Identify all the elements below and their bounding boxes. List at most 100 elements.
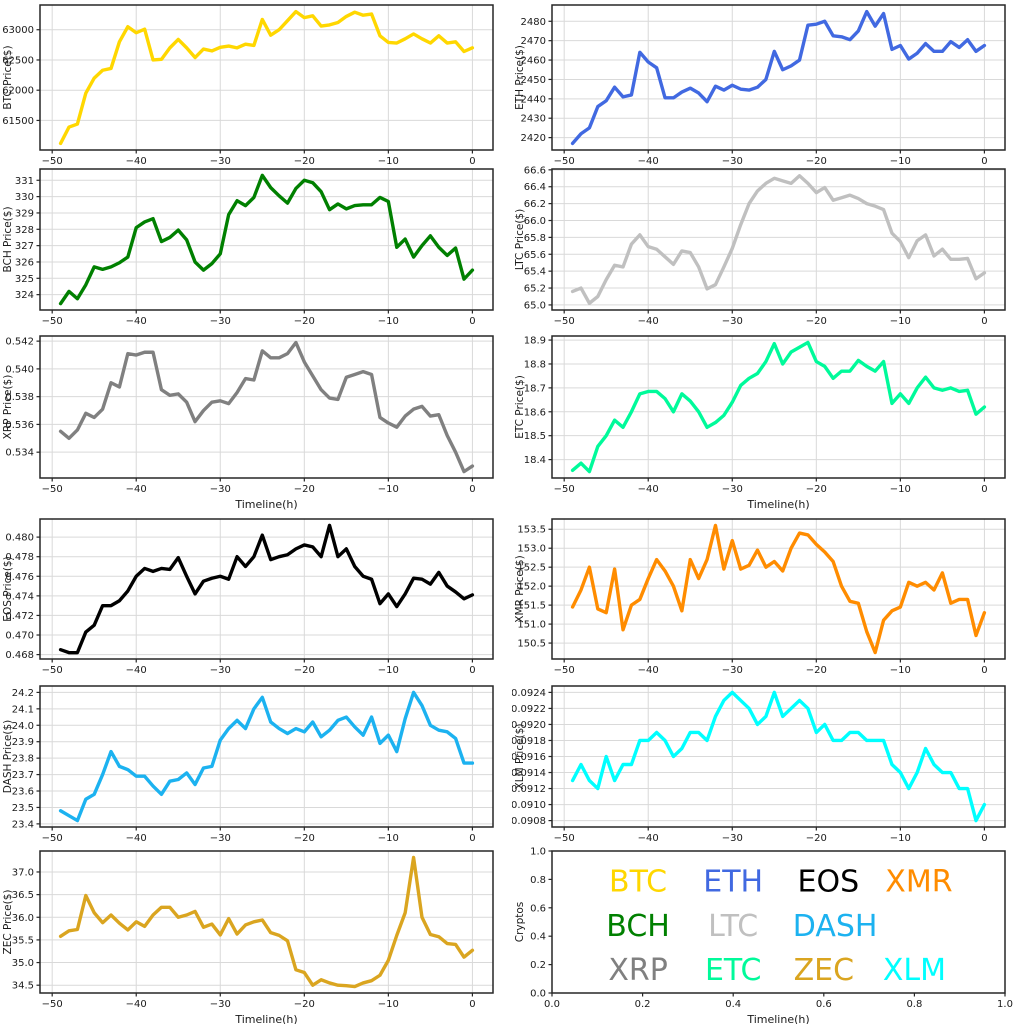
y-tick-label: 152.5 (517, 563, 546, 574)
plot-border (551, 168, 1006, 311)
x-axis-label: Timeline(h) (746, 1013, 809, 1024)
y-axis-label-zec: ZEC Price($) (2, 890, 14, 955)
y-tick-label: 66.4 (524, 182, 546, 193)
x-tick-label: −20 (806, 156, 827, 165)
x-tick-label: −40 (638, 665, 659, 676)
y-tick-label: 18.7 (524, 383, 546, 394)
y-tick-label: 151.0 (517, 620, 546, 631)
y-tick-label: 0.0924 (512, 688, 546, 699)
chart-panel-dash: −50 −40 −30 −20 −10 0 23.4 23.5 23.6 23.7 23.8 23.9… (0, 678, 512, 846)
x-tick-label: −40 (126, 665, 147, 676)
x-tick-label: 0 (981, 484, 987, 495)
btc-price-line (58, 9, 475, 146)
x-tick-label: −20 (294, 999, 315, 1010)
x-tick-label: −50 (42, 665, 63, 676)
chart-panel-btc: −50 −40 −30 −20 −10 0 61500 62000 62500 63000 BTC … (0, 0, 512, 165)
x-tick-label: 0.0 (544, 999, 560, 1010)
series-ltc (570, 174, 987, 305)
y-axis-label-xlm: XLM Price($) (514, 724, 526, 790)
grid-lines (40, 336, 493, 478)
axes-etc: −50 −40 −30 −20 −10 0 18.4 18.5 18.6 18.7 18.8 18.9 (524, 336, 988, 495)
y-tick-label: 36.0 (12, 913, 34, 924)
y-axis-label-xmr: XMR Price($) (514, 555, 526, 622)
y-tick-label: 2440 (521, 94, 546, 105)
y-tick-label: 0.478 (5, 552, 34, 563)
axes-dash: −50 −40 −30 −20 −10 0 23.4 23.5 23.6 23.7 23.8 23.9… (12, 688, 476, 844)
y-tick-label: 151.5 (517, 601, 546, 612)
xlm-price-line (570, 690, 987, 823)
y-tick-label: 1.0 (530, 847, 546, 858)
dash-price-line (58, 690, 475, 823)
y-tick-label: 0.538 (5, 392, 34, 403)
axes-xrp: −50 −40 −30 −20 −10 0 0.534 0.536 0.538 0.540 0.54… (5, 337, 475, 495)
x-tick-label: 0 (981, 316, 987, 327)
y-tick-label: 0.472 (5, 611, 34, 622)
y-tick-label: 18.5 (524, 431, 546, 442)
etc-price-line (570, 340, 987, 474)
y-tick-label: 35.0 (12, 958, 34, 969)
plot-border (39, 4, 494, 151)
y-tick-label: 0.534 (5, 448, 34, 459)
x-tick-label: −20 (806, 484, 827, 495)
x-tick-label: 0.4 (725, 999, 741, 1010)
x-tick-label: −20 (806, 833, 827, 844)
series-xmr (570, 523, 987, 655)
x-tick-label: −10 (890, 833, 911, 844)
plot-border (39, 335, 494, 479)
chart-panel-ltc: −50 −40 −30 −20 −10 0 65.0 65.2 65.4 65.6 65.8 66.0… (512, 165, 1024, 330)
x-tick-label: −10 (378, 833, 399, 844)
y-tick-label: 24.0 (12, 721, 34, 732)
y-tick-label: 2470 (521, 36, 546, 47)
line-chart-xrp: −50 −40 −30 −20 −10 0 0.534 0.536 0.538 0.540 0.54… (2, 335, 494, 511)
grid-lines (552, 169, 1005, 310)
series-eos (58, 523, 475, 655)
x-tick-label: −30 (210, 156, 231, 165)
y-tick-label: 61500 (2, 116, 34, 127)
line-chart-eos: −50 −40 −30 −20 −10 0 0.468 0.470 0.472 0.474 0.47… (2, 518, 494, 676)
x-tick-label: −40 (638, 316, 659, 327)
y-tick-label: 23.5 (12, 803, 34, 814)
x-tick-label: 0 (469, 484, 475, 495)
legend-item-xrp: XRP (608, 953, 668, 988)
y-tick-label: 0.542 (5, 337, 34, 348)
chart-panel-legend: BTC ETH EOS XMR BCH LTC DASH XRP ETC ZEC XLM 0.0 0.2… (512, 846, 1024, 1024)
y-tick-label: 153.0 (517, 544, 546, 555)
y-tick-label: 326 (15, 257, 34, 268)
y-tick-label: 0.4 (530, 932, 546, 943)
x-tick-label: −40 (126, 156, 147, 165)
y-tick-label: 23.9 (12, 737, 34, 748)
y-tick-label: 24.2 (12, 688, 34, 699)
y-tick-label: 2430 (521, 114, 546, 125)
y-axis-label-eos: EOS Price($) (2, 556, 14, 621)
y-axis-label-dash: DASH Price($) (2, 720, 14, 793)
chart-panel-bch: −50 −40 −30 −20 −10 0 324 325 326 327 328 329 330 331… (0, 165, 512, 330)
y-tick-label: 325 (15, 274, 34, 285)
legend-item-btc: BTC (609, 865, 667, 900)
x-tick-label: −20 (806, 316, 827, 327)
x-tick-label: −30 (722, 665, 743, 676)
plot-border (39, 850, 494, 994)
y-tick-label: 0.0912 (512, 784, 546, 795)
y-tick-label: 0.6 (530, 903, 546, 914)
plot-border (39, 168, 494, 311)
x-tick-label: −50 (42, 156, 63, 165)
y-tick-label: 0.468 (5, 650, 34, 661)
x-tick-label: −30 (722, 316, 743, 327)
y-tick-label: 0.480 (5, 533, 34, 544)
x-tick-label: −10 (890, 665, 911, 676)
chart-panel-eos: −50 −40 −30 −20 −10 0 0.468 0.470 0.472 0.474 0.47… (0, 512, 512, 678)
y-tick-label: 0.0914 (512, 768, 546, 779)
y-tick-label: 331 (15, 176, 34, 187)
x-tick-label: −30 (210, 833, 231, 844)
y-tick-label: 0.470 (5, 631, 34, 642)
x-tick-label: −30 (722, 156, 743, 165)
y-tick-label: 0.536 (5, 420, 34, 431)
y-tick-label: 66.6 (524, 165, 546, 176)
x-tick-label: −20 (294, 156, 315, 165)
legend-item-bch: BCH (606, 909, 670, 944)
y-axis-label-bch: BCH Price($) (2, 206, 14, 272)
x-tick-label: −10 (378, 156, 399, 165)
legend-items: BTC ETH EOS XMR BCH LTC DASH XRP ETC ZEC XLM (606, 865, 952, 988)
xmr-price-line (570, 523, 987, 655)
